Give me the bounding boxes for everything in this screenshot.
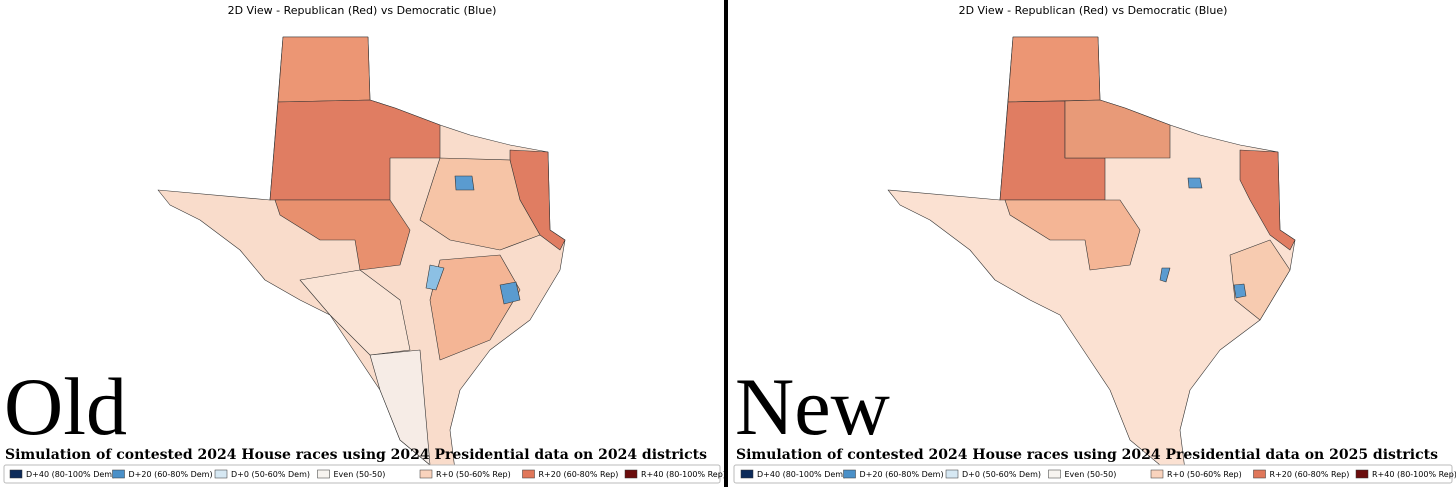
legend-label: R+20 (60-80% Rep)	[539, 470, 619, 479]
legend-swatch	[1150, 469, 1164, 479]
legend-box	[3, 464, 721, 484]
panel: 2D View - Republican (Red) vs Democratic…	[3, 4, 726, 484]
caption: Simulation of contested 2024 House races…	[736, 447, 1438, 463]
legend-swatch	[624, 469, 638, 479]
legend-label: R+0 (50-60% Rep)	[1167, 470, 1242, 479]
texas-map	[157, 36, 566, 471]
panel: 2D View - Republican (Red) vs Democratic…	[733, 4, 1456, 484]
legend-label: D+20 (60-80% Dem)	[860, 470, 944, 479]
legend-swatch	[945, 469, 959, 479]
legend-box	[733, 464, 1453, 484]
panel-label: Old	[4, 361, 127, 452]
legend-swatch	[1253, 469, 1266, 479]
legend-swatch	[522, 469, 535, 479]
legend-label: Even (50-50)	[334, 470, 386, 479]
legend-swatch	[214, 469, 228, 479]
panel-label: New	[735, 361, 890, 452]
legend-swatch	[112, 469, 125, 479]
legend-swatch	[9, 469, 23, 479]
legend-swatch	[317, 469, 330, 479]
legend-label: D+40 (80-100% Dem)	[26, 470, 115, 479]
legend-swatch	[419, 469, 433, 479]
legend-label: D+0 (50-60% Dem)	[231, 470, 310, 479]
legend-label: R+20 (60-80% Rep)	[1270, 470, 1350, 479]
legend-label: D+40 (80-100% Dem)	[757, 470, 846, 479]
legend-swatch	[843, 469, 856, 479]
map-title: 2D View - Republican (Red) vs Democratic…	[959, 4, 1228, 17]
texas-map	[887, 36, 1296, 471]
legend-swatch	[1355, 469, 1369, 479]
legend-swatch	[1048, 469, 1061, 479]
legend-label: R+0 (50-60% Rep)	[436, 470, 511, 479]
legend-label: D+20 (60-80% Dem)	[129, 470, 213, 479]
legend-swatch	[740, 469, 754, 479]
divider	[724, 0, 728, 487]
legend-label: Even (50-50)	[1065, 470, 1117, 479]
legend-label: D+0 (50-60% Dem)	[962, 470, 1041, 479]
legend-label: R+40 (80-100% Rep)	[1372, 470, 1456, 479]
caption: Simulation of contested 2024 House races…	[5, 447, 707, 463]
map-title: 2D View - Republican (Red) vs Democratic…	[228, 4, 497, 17]
legend-label: R+40 (80-100% Rep)	[641, 470, 726, 479]
